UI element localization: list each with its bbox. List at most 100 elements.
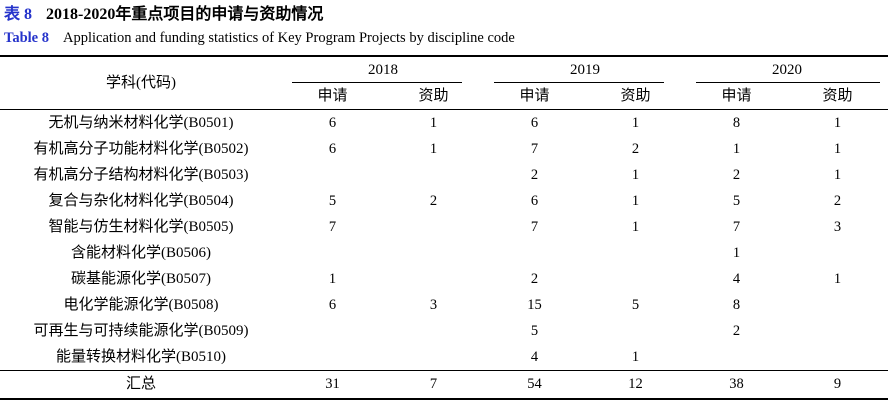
summary-label: 汇总: [0, 370, 282, 399]
value-cell: 1: [833, 167, 842, 183]
value-cell: 8: [732, 115, 741, 131]
table-caption: 表 8 2018-2020年重点项目的申请与资助情况 Table 8 Applica…: [0, 0, 888, 50]
value-cell: 6: [530, 193, 539, 209]
value-cell: 1: [631, 193, 640, 209]
discipline-cell: 碳基能源化学(B0507): [71, 271, 211, 287]
table-row: 可再生与可持续能源化学(B0509) 5 2: [0, 318, 888, 344]
value-cell: 5: [328, 193, 337, 209]
value-cell: 3: [429, 297, 438, 313]
value-cell: 4: [530, 349, 539, 365]
summary-value-cell: 7: [383, 370, 484, 399]
summary-row: 汇总 31 7 54 12 38 9: [0, 370, 888, 399]
value-cell: [282, 240, 383, 266]
caption-label-cn: 表 8: [4, 6, 33, 23]
subheader-fund-2020: 资助: [787, 83, 888, 110]
discipline-cell: 能量转换材料化学(B0510): [56, 349, 226, 365]
value-cell: [585, 266, 686, 292]
value-cell: [383, 318, 484, 344]
value-cell: 1: [732, 245, 741, 261]
value-cell: [282, 162, 383, 188]
value-cell: [383, 240, 484, 266]
year-header-row: 学科(代码) 2018 2019 2020: [0, 56, 888, 110]
discipline-cell: 含能材料化学(B0506): [71, 245, 211, 261]
discipline-cell: 可再生与可持续能源化学(B0509): [33, 323, 249, 339]
value-cell: [787, 344, 888, 371]
value-cell: [787, 318, 888, 344]
discipline-column-header: 学科(代码): [0, 56, 282, 110]
subheader-fund-2019: 资助: [585, 83, 686, 110]
caption-title-en: Application and funding statistics of Ke…: [63, 30, 515, 46]
table-row: 能量转换材料化学(B0510) 4 1: [0, 344, 888, 371]
table-row: 无机与纳米材料化学(B0501) 6 1 6 1 8 1: [0, 110, 888, 137]
value-cell: 5: [631, 297, 640, 313]
value-cell: 2: [530, 271, 539, 287]
value-cell: 2: [833, 193, 842, 209]
value-cell: [686, 344, 787, 371]
summary-value-cell: 54: [484, 370, 585, 399]
value-cell: [585, 318, 686, 344]
caption-line-en: Table 8 Application and funding statistic…: [4, 27, 888, 50]
value-cell: 1: [833, 115, 842, 131]
caption-line-cn: 表 8 2018-2020年重点项目的申请与资助情况: [4, 3, 888, 26]
value-cell: 2: [732, 323, 741, 339]
subheader-apply-2018: 申请: [282, 83, 383, 110]
value-cell: [383, 214, 484, 240]
year-header-2019: 2019: [484, 56, 686, 83]
value-cell: 6: [328, 297, 337, 313]
value-cell: [383, 344, 484, 371]
discipline-cell: 电化学能源化学(B0508): [63, 297, 219, 313]
summary-value-cell: 31: [282, 370, 383, 399]
value-cell: [282, 344, 383, 371]
table-row: 有机高分子结构材料化学(B0503) 2 1 2 1: [0, 162, 888, 188]
summary-value-cell: 9: [787, 370, 888, 399]
value-cell: 7: [328, 219, 337, 235]
value-cell: 1: [429, 115, 438, 131]
summary-value-cell: 12: [585, 370, 686, 399]
value-cell: 15: [527, 297, 542, 313]
value-cell: 5: [732, 193, 741, 209]
discipline-cell: 无机与纳米材料化学(B0501): [48, 115, 234, 131]
value-cell: 2: [429, 193, 438, 209]
caption-title-cn: 2018-2020年重点项目的申请与资助情况: [46, 6, 324, 23]
value-cell: 8: [732, 297, 741, 313]
subheader-fund-2018: 资助: [383, 83, 484, 110]
value-cell: 1: [631, 219, 640, 235]
value-cell: 1: [732, 141, 741, 157]
value-cell: 6: [328, 115, 337, 131]
statistics-table: 学科(代码) 2018 2019 2020 申请 资助 申请 资助 申请 资助 …: [0, 55, 888, 400]
caption-label-en: Table 8: [4, 30, 49, 46]
value-cell: 2: [732, 167, 741, 183]
value-cell: 3: [833, 219, 842, 235]
summary-value-cell: 38: [686, 370, 787, 399]
value-cell: [484, 240, 585, 266]
value-cell: 1: [328, 271, 337, 287]
table-row: 复合与杂化材料化学(B0504) 5 2 6 1 5 2: [0, 188, 888, 214]
value-cell: 5: [530, 323, 539, 339]
value-cell: 6: [328, 141, 337, 157]
table-row: 碳基能源化学(B0507) 1 2 4 1: [0, 266, 888, 292]
year-header-2018: 2018: [282, 56, 484, 83]
discipline-cell: 复合与杂化材料化学(B0504): [48, 193, 234, 209]
table-row: 电化学能源化学(B0508) 6 3 15 5 8: [0, 292, 888, 318]
value-cell: [585, 240, 686, 266]
value-cell: 2: [530, 167, 539, 183]
discipline-cell: 智能与仿生材料化学(B0505): [48, 219, 234, 235]
discipline-cell: 有机高分子功能材料化学(B0502): [33, 141, 249, 157]
value-cell: 7: [530, 219, 539, 235]
value-cell: 4: [732, 271, 741, 287]
subheader-row: 申请 资助 申请 资助 申请 资助: [0, 83, 888, 110]
value-cell: 1: [631, 115, 640, 131]
value-cell: 7: [732, 219, 741, 235]
subheader-apply-2019: 申请: [484, 83, 585, 110]
value-cell: [787, 292, 888, 318]
value-cell: 7: [530, 141, 539, 157]
discipline-cell: 有机高分子结构材料化学(B0503): [33, 167, 249, 183]
value-cell: 2: [631, 141, 640, 157]
value-cell: 1: [429, 141, 438, 157]
table-row: 含能材料化学(B0506) 1: [0, 240, 888, 266]
subheader-apply-2020: 申请: [686, 83, 787, 110]
value-cell: 1: [833, 141, 842, 157]
value-cell: 1: [631, 349, 640, 365]
table-row: 智能与仿生材料化学(B0505) 7 7 1 7 3: [0, 214, 888, 240]
